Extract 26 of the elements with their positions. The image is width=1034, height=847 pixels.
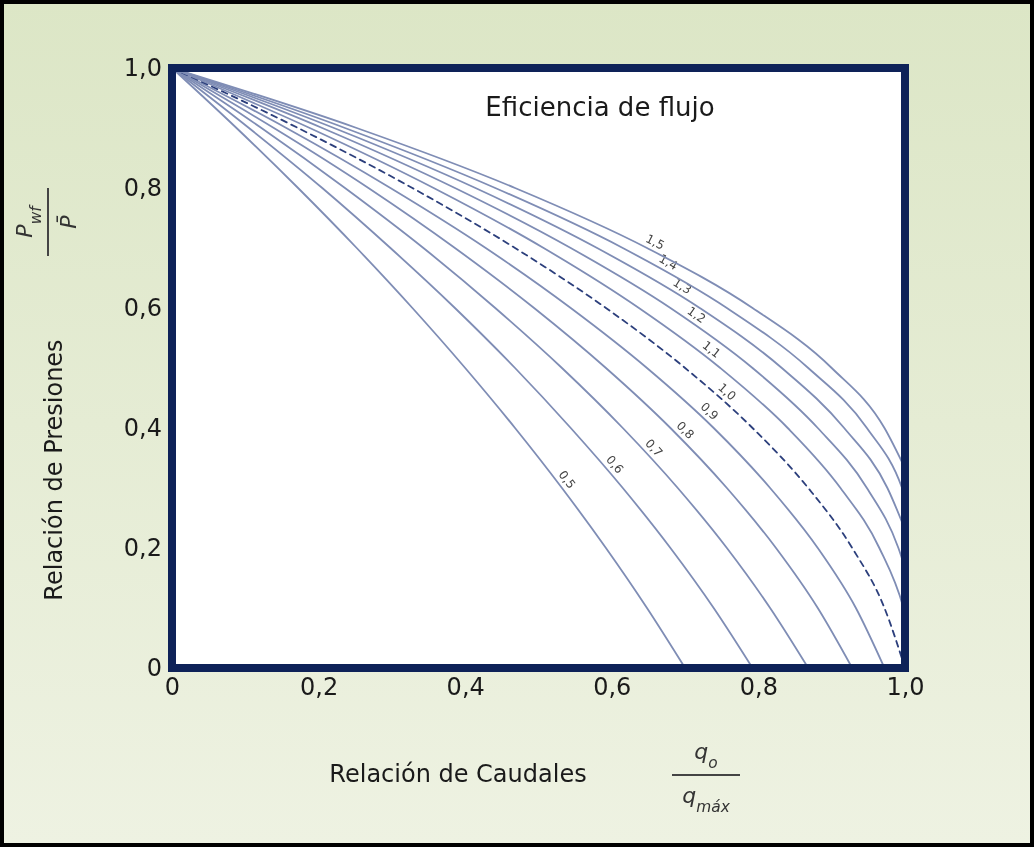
text: 1,1 — [699, 338, 724, 361]
y-tick-label: 0 — [146, 654, 162, 683]
annotation: Eficiencia de flujo — [485, 92, 715, 122]
text: 1,4 — [656, 251, 681, 273]
x-tick-label: 0,4 — [446, 673, 485, 702]
x-tick-label: 1,0 — [886, 673, 925, 702]
y-tick-label: 0,2 — [123, 534, 162, 563]
x-tick-label: 0 — [164, 673, 181, 702]
text: 0,7 — [642, 436, 666, 460]
text: P̄ — [55, 214, 81, 229]
y-tick-label: 0,4 — [123, 414, 162, 443]
text: q$_{máx}$ — [682, 783, 731, 816]
text: q$_{o}$ — [694, 739, 718, 772]
text: 1,5 — [643, 231, 667, 253]
x-tick-label: 0,2 — [300, 673, 339, 702]
y-tick-label: 1,0 — [123, 54, 162, 83]
text: 0,8 — [673, 418, 697, 442]
x-axis-title: Relación de Caudales — [329, 760, 587, 788]
text: 0,6 — [603, 452, 627, 477]
y-tick-label: 0,8 — [123, 174, 162, 203]
y-tick-label: 0,6 — [123, 294, 162, 323]
x-tick-label: 0,8 — [739, 673, 778, 702]
y-axis-title: Relación de Presiones — [40, 339, 68, 601]
text: 1,2 — [684, 303, 709, 326]
x-tick-label: 0,6 — [593, 673, 632, 702]
text: 0,5 — [555, 467, 579, 492]
